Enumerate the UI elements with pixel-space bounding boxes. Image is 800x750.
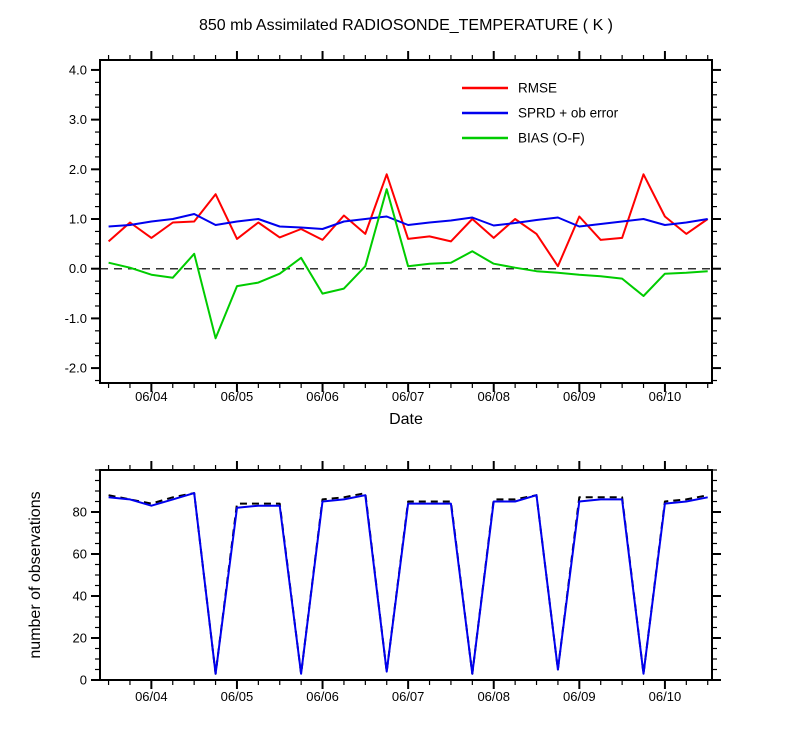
y-tick-label: 2.0: [69, 162, 87, 177]
series-obs-solid-line: [108, 492, 708, 675]
x-tick-label: 06/08: [477, 689, 510, 704]
plot-frame: [99, 469, 713, 681]
y-tick-label: 60: [73, 547, 87, 562]
legend-label-1: SPRD + ob error: [518, 106, 619, 121]
y-tick-label: 20: [73, 631, 87, 646]
x-tick-label: 06/10: [649, 389, 682, 404]
x-tick-label: 06/07: [392, 389, 425, 404]
y-tick-label: 4.0: [69, 62, 87, 77]
y-tick-label: 1.0: [69, 212, 87, 227]
legend-label-0: RMSE: [518, 81, 557, 96]
x-axis-label: Date: [389, 411, 423, 428]
y-tick-label: -2.0: [65, 361, 87, 376]
x-tick-label: 06/04: [135, 689, 168, 704]
legend-label-2: BIAS (O-F): [518, 131, 585, 146]
top-panel: 06/04 06/05 06/06 06/07 06/08 06/09 06/10 -2.0 -…: [65, 51, 721, 404]
x-tick-label: 06/06: [306, 689, 339, 704]
y-tick-label: 0: [80, 673, 87, 688]
series-rmse-line: [107, 173, 709, 268]
y-tick-label: 40: [73, 589, 87, 604]
x-tick-label: 06/09: [563, 689, 596, 704]
x-tick-label: 06/10: [649, 689, 682, 704]
series-bias-o-f--line: [108, 188, 708, 340]
chart-title: 850 mb Assimilated RADIOSONDE_TEMPERATUR…: [199, 17, 613, 34]
x-tick-label: 06/05: [221, 389, 254, 404]
bottom-panel: 06/04 06/05 06/06 06/07 06/08 06/09 06/10 0 20 40…: [73, 461, 721, 704]
x-tick-label: 06/07: [392, 689, 425, 704]
x-tick-label: 06/09: [563, 389, 596, 404]
x-tick-label: 06/04: [135, 389, 168, 404]
plot-frame: [99, 59, 713, 384]
y-tick-label: 0.0: [69, 261, 87, 276]
series-sprd-ob-error-line: [108, 213, 708, 230]
x-tick-label: 06/08: [477, 389, 510, 404]
y-tick-label: 80: [73, 505, 87, 520]
y-tick-label: 3.0: [69, 112, 87, 127]
x-tick-label: 06/05: [221, 689, 254, 704]
series-obs-dashed-line: [108, 492, 708, 675]
x-tick-label: 06/06: [306, 389, 339, 404]
y-tick-label: -1.0: [65, 311, 87, 326]
y-axis-label-bottom: number of observations: [27, 491, 44, 658]
